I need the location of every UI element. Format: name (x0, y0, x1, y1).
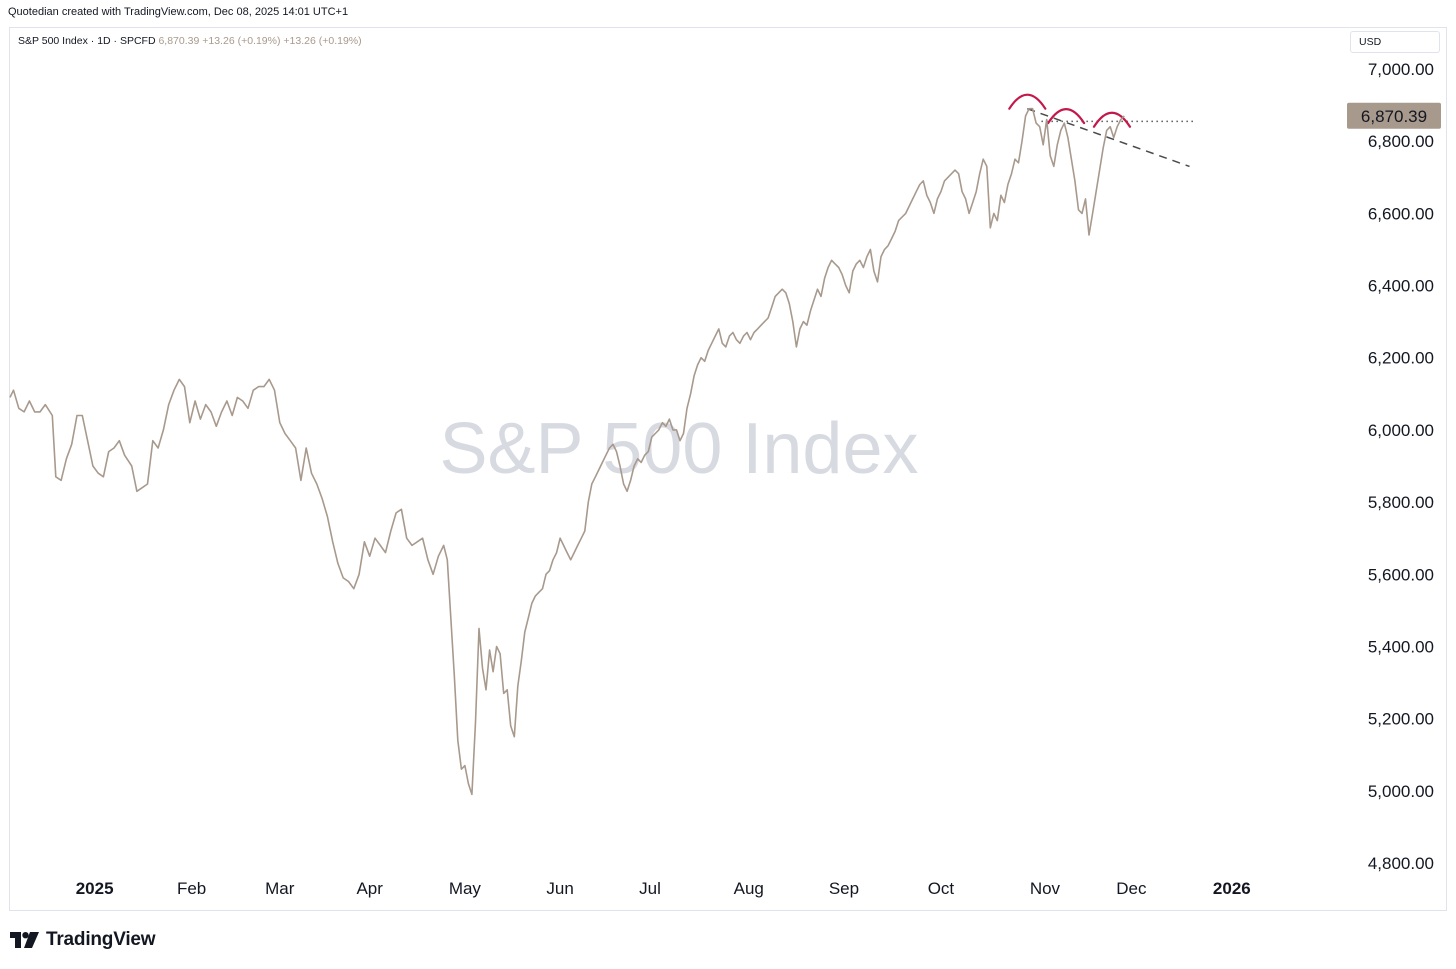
peak-arc-marker (1047, 108, 1086, 125)
y-tick-label: 5,400.00 (1368, 637, 1434, 656)
x-tick-label: Nov (1030, 879, 1061, 898)
last-price-tag: 6,870.39 (1347, 102, 1441, 129)
y-tick-label: 5,600.00 (1368, 565, 1434, 584)
last-price-tag-bg (1347, 102, 1441, 129)
peak-arc-marker (1092, 111, 1132, 128)
y-axis[interactable]: 7,000.00 6,800.00 6,600.00 6,400.00 6,200.00… (1368, 60, 1434, 873)
peak-arc-marker (1008, 93, 1047, 110)
legend-symbol: S&P 500 Index · 1D · SPCFD (18, 35, 156, 47)
last-price-label: 6,870.39 (1361, 107, 1427, 126)
y-tick-label: 6,000.00 (1368, 421, 1434, 440)
legend-change-2: +13.26 (+0.19%) (283, 35, 362, 47)
legend-change: +13.26 (+0.19%) (202, 35, 281, 47)
y-tick-label: 6,200.00 (1368, 349, 1434, 368)
chart-legend[interactable]: S&P 500 Index · 1D · SPCFD 6,870.39 +13.… (18, 35, 362, 47)
y-tick-label: 7,000.00 (1368, 60, 1434, 79)
x-tick-label: 2026 (1213, 879, 1251, 898)
x-tick-label: 2025 (76, 879, 114, 898)
x-axis[interactable]: 2025 Feb Mar Apr May Jun Jul Aug Sep Oct Nov Dec 202… (76, 879, 1251, 898)
x-tick-label: Mar (265, 879, 295, 898)
x-tick-label: Oct (928, 879, 955, 898)
price-series-line (9, 107, 1125, 796)
x-tick-label: Dec (1116, 879, 1147, 898)
x-tick-label: Jun (546, 879, 573, 898)
x-tick-label: Apr (356, 879, 383, 898)
x-tick-label: May (449, 879, 482, 898)
x-tick-label: Jul (639, 879, 661, 898)
brand-name: TradingView (46, 929, 156, 950)
y-tick-label: 4,800.00 (1368, 854, 1434, 873)
x-tick-label: Feb (177, 879, 206, 898)
watermark: S&P 500 Index (439, 409, 918, 489)
chart-credit: Quotedian created with TradingView.com, … (8, 6, 349, 18)
x-tick-label: Aug (734, 879, 764, 898)
y-tick-label: 5,000.00 (1368, 782, 1434, 801)
descending-trendline (1027, 107, 1190, 168)
chart-annotations (1008, 93, 1195, 168)
y-tick-label: 6,400.00 (1368, 277, 1434, 296)
legend-last: 6,870.39 (158, 35, 200, 47)
tradingview-brand[interactable]: TradingView (10, 928, 156, 952)
currency-selector[interactable]: USD (1350, 31, 1440, 53)
y-tick-label: 6,800.00 (1368, 132, 1434, 151)
x-tick-label: Sep (829, 879, 859, 898)
y-tick-label: 5,200.00 (1368, 710, 1434, 729)
y-tick-label: 5,800.00 (1368, 493, 1434, 512)
tradingview-logo-icon (10, 932, 39, 948)
chart-panel[interactable] (9, 27, 1447, 911)
y-tick-label: 6,600.00 (1368, 204, 1434, 223)
